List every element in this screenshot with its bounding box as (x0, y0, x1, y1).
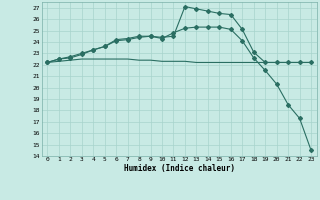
X-axis label: Humidex (Indice chaleur): Humidex (Indice chaleur) (124, 164, 235, 173)
